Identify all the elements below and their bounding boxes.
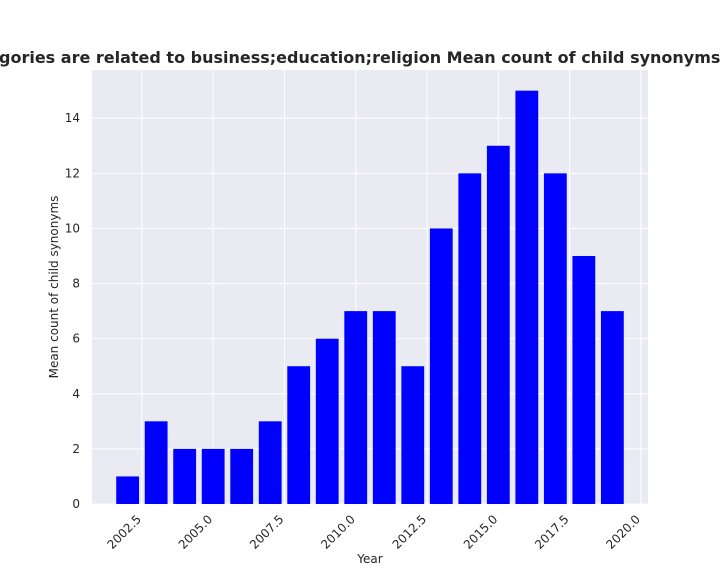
x-tick-label: 2017.5 (532, 512, 572, 552)
y-tick-label: 8 (72, 277, 80, 291)
bar (486, 145, 510, 504)
bar (515, 90, 539, 505)
bar (116, 476, 140, 504)
bar (344, 311, 368, 504)
y-tick-label: 14 (65, 111, 80, 125)
y-tick-label: 12 (65, 166, 80, 180)
bar (315, 338, 339, 504)
bar (144, 421, 168, 504)
chart-title: gories are related to business;education… (0, 48, 720, 67)
y-tick-label: 4 (72, 387, 80, 401)
bar (258, 421, 282, 504)
x-tick-label: 2005.0 (176, 512, 216, 552)
y-axis-label: Mean count of child synonyms (47, 196, 61, 379)
y-tick-label: 2 (72, 442, 80, 456)
bar (173, 448, 197, 504)
bar (372, 311, 396, 504)
x-axis-label: Year (356, 552, 382, 566)
x-tick-label: 2012.5 (390, 512, 430, 552)
bar (401, 366, 425, 504)
x-tick-label: 2007.5 (247, 512, 287, 552)
x-tick-label: 2015.0 (461, 512, 501, 552)
y-tick-label: 0 (72, 497, 80, 511)
bar (230, 448, 254, 504)
bar (543, 173, 567, 505)
bar (458, 173, 482, 505)
x-tick-label: 2010.0 (318, 512, 358, 552)
bar (429, 228, 453, 504)
y-tick-label: 10 (65, 221, 80, 235)
bar (201, 448, 225, 504)
bar (600, 311, 624, 504)
bar (572, 256, 596, 504)
bar (287, 366, 311, 504)
x-tick-label: 2020.0 (603, 512, 643, 552)
x-tick-label: 2002.5 (104, 512, 144, 552)
y-tick-label: 6 (72, 332, 80, 346)
